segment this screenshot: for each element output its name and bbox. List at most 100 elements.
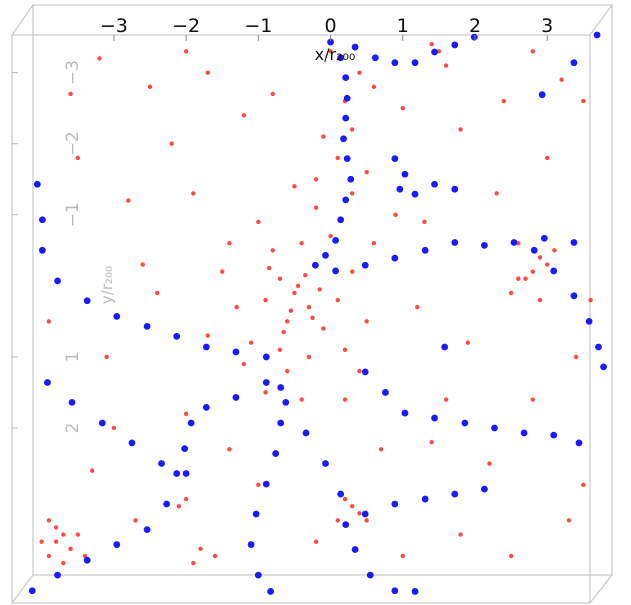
track-point: [351, 43, 359, 51]
track-point: [550, 267, 558, 275]
track-point: [491, 424, 498, 432]
particle: [183, 496, 189, 502]
track-point: [254, 571, 262, 579]
particle: [169, 141, 174, 146]
particle: [465, 340, 470, 345]
track-point: [202, 343, 210, 351]
particle: [415, 304, 420, 310]
track-point: [600, 363, 607, 371]
particle: [227, 447, 232, 452]
track-point: [322, 251, 329, 259]
particle: [285, 319, 290, 324]
track-point: [38, 216, 46, 224]
track-point: [113, 313, 121, 320]
particle: [97, 56, 102, 61]
x-tick-label: 1: [397, 15, 409, 37]
particle: [545, 155, 550, 161]
track-point: [411, 588, 419, 595]
particle: [350, 191, 355, 196]
particle: [306, 304, 312, 310]
x-tick-label: −2: [172, 15, 200, 37]
particle: [46, 518, 52, 523]
track-point: [282, 399, 290, 406]
particle: [581, 98, 586, 104]
particle: [263, 390, 268, 395]
particle: [191, 191, 196, 196]
track-point: [431, 414, 438, 422]
track-point: [451, 490, 459, 498]
track-point: [54, 277, 61, 285]
particle: [248, 340, 254, 345]
particle: [285, 368, 290, 374]
particle: [321, 134, 326, 139]
particle: [313, 539, 319, 544]
particle: [270, 91, 275, 97]
track-point: [342, 521, 350, 529]
y-tick-label: −2: [63, 131, 83, 156]
particle: [53, 525, 59, 530]
track-point: [181, 445, 189, 452]
particle: [46, 553, 52, 559]
x-tick-label: 2: [469, 15, 481, 37]
particle: [342, 347, 348, 353]
track-point: [347, 175, 355, 183]
track-point: [332, 267, 340, 275]
particle: [306, 354, 312, 360]
particle: [263, 297, 268, 303]
particle: [183, 411, 189, 416]
particle: [317, 287, 322, 292]
particle: [241, 361, 247, 367]
particle: [537, 255, 543, 260]
track-point: [382, 389, 389, 396]
particle: [277, 347, 283, 353]
track-point: [366, 571, 374, 579]
box-edge: [589, 574, 613, 604]
particle: [328, 233, 333, 239]
track-point: [311, 261, 319, 269]
y-tick-label: 1: [63, 352, 83, 363]
particle: [508, 553, 514, 559]
track-point: [173, 332, 181, 340]
track-point: [247, 541, 255, 548]
particle: [234, 304, 239, 310]
particle: [537, 297, 543, 303]
track-point: [441, 343, 449, 351]
particle: [545, 262, 550, 267]
track-point: [361, 261, 369, 269]
track-point: [575, 439, 583, 447]
particle: [256, 482, 261, 488]
particle: [140, 262, 145, 267]
track-point: [272, 450, 280, 457]
particle: [310, 315, 315, 321]
track-point: [401, 409, 409, 417]
track-point: [343, 155, 351, 163]
particle: [552, 248, 557, 253]
particle: [46, 319, 52, 324]
x-tick-label: 0: [325, 15, 337, 37]
particle: [443, 397, 449, 402]
particle: [566, 518, 572, 523]
track-point: [54, 571, 61, 579]
particle: [364, 319, 369, 324]
track-point: [340, 135, 347, 143]
track-point: [143, 322, 151, 330]
particle: [429, 42, 434, 47]
particle: [357, 511, 362, 516]
track-point: [267, 588, 275, 595]
particle: [212, 553, 218, 559]
particle: [357, 368, 362, 374]
track-point: [451, 185, 459, 193]
track-point: [391, 254, 399, 262]
particle: [371, 84, 377, 90]
x-tick-label: −1: [244, 15, 272, 37]
track-point: [262, 353, 270, 361]
track-point: [68, 399, 76, 406]
track-point: [510, 239, 518, 246]
track-point: [322, 460, 329, 467]
particle: [335, 155, 340, 161]
track-point: [396, 185, 404, 193]
particle: [429, 440, 434, 445]
particle: [90, 468, 95, 473]
track-point: [470, 33, 478, 41]
track-point: [158, 460, 165, 467]
